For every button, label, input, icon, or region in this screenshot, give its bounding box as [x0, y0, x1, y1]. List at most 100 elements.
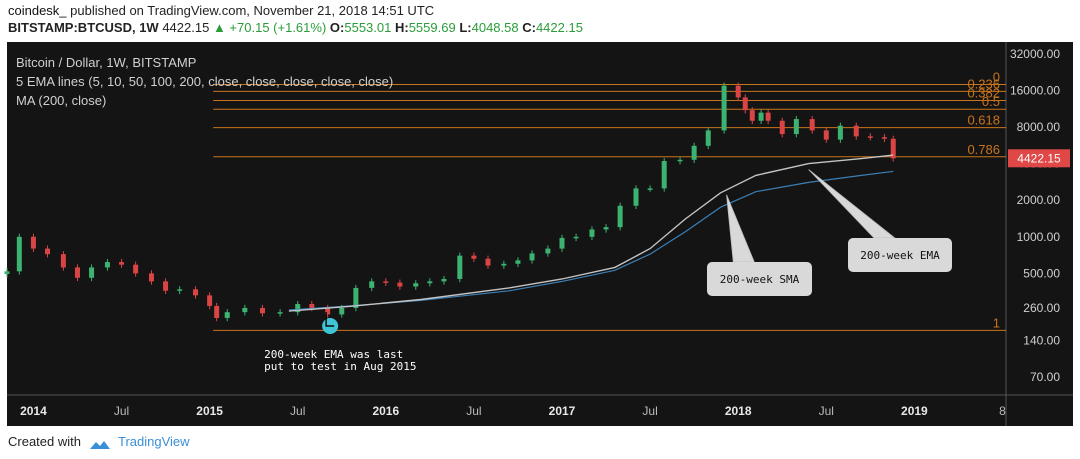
fib-label: 1: [993, 315, 1000, 330]
published-text: published on TradingView.com, November 2…: [70, 3, 435, 18]
legend-ma: MA (200, close): [16, 93, 106, 108]
x-tick-label: 2015: [196, 404, 223, 418]
last-price: 4422.15: [162, 20, 210, 35]
candle-body: [30, 236, 36, 249]
candle-body: [163, 281, 169, 291]
symbol-line: BITSTAMP:BTCUSD, 1W 4422.15 ▲ +70.15 (+1…: [8, 20, 583, 35]
x-tick-label: Jul: [819, 404, 834, 418]
fib-label: 0.618: [967, 113, 1000, 128]
candle-body: [779, 120, 785, 135]
legend-title: Bitcoin / Dollar, 1W, BITSTAMP: [16, 55, 196, 70]
candle-body: [133, 264, 139, 274]
candle-body: [589, 229, 595, 237]
candle-body: [809, 119, 815, 131]
candle-body: [457, 255, 463, 279]
candle-body: [515, 260, 521, 264]
tradingview-logo-icon: [89, 438, 111, 449]
close-label: C:: [522, 20, 536, 35]
candle-body: [89, 267, 95, 278]
price-tag-label: 4422.15: [1017, 151, 1061, 165]
candle-body: [661, 161, 667, 189]
annotation-ema-text: 200-week EMA: [860, 249, 940, 262]
y-tick-label: 16000.00: [1010, 83, 1060, 97]
candle-body: [104, 262, 110, 268]
candle-body: [177, 289, 183, 291]
candle-body: [721, 85, 727, 131]
footer: Created with TradingView: [8, 434, 190, 449]
candle-body: [603, 227, 609, 230]
y-tick-label: 32000.00: [1010, 47, 1060, 61]
candles: [4, 82, 896, 322]
ema-200-line: [288, 170, 894, 311]
candle-body: [501, 263, 507, 266]
author-link[interactable]: coindesk_: [8, 3, 67, 18]
candle-body: [353, 287, 359, 308]
tradingview-link[interactable]: TradingView: [118, 434, 190, 449]
hand-pointer-outline: [325, 312, 335, 327]
candle-body: [705, 130, 711, 146]
annotation-ema-test-line: 200-week EMA was last: [264, 348, 403, 361]
candle-body: [647, 188, 653, 190]
candle-body: [45, 248, 51, 255]
candle-body: [277, 312, 283, 314]
created-with-text: Created with: [8, 434, 81, 449]
price-tag: [1008, 149, 1070, 168]
candle-body: [207, 295, 213, 306]
header: coindesk_ published on TradingView.com, …: [0, 0, 1080, 40]
fib-label: 0.5: [982, 94, 1000, 109]
candle-body: [735, 85, 741, 98]
candle-body: [867, 136, 873, 138]
x-tick-label: 2018: [725, 404, 752, 418]
candle-body: [881, 137, 887, 139]
candle-body: [765, 112, 771, 121]
candle-body: [309, 304, 315, 308]
x-tick-label: 2016: [372, 404, 399, 418]
candle-body: [545, 248, 551, 254]
fib-label: 0: [993, 69, 1000, 84]
candle-body: [148, 273, 154, 282]
x-tick-label: Jul: [642, 404, 657, 418]
candle-body: [427, 281, 433, 284]
published-line: coindesk_ published on TradingView.com, …: [8, 3, 434, 18]
high-value: 5559.69: [408, 20, 456, 35]
candle-body: [633, 188, 639, 206]
candle-body: [749, 110, 755, 121]
candle-body: [214, 305, 220, 318]
y-tick-label: 1000.00: [1017, 230, 1061, 244]
sma-200-line: [288, 154, 894, 312]
candle-body: [383, 281, 389, 283]
y-tick-label: 2000.00: [1017, 193, 1061, 207]
candle-body: [529, 253, 535, 261]
candle-body: [823, 130, 829, 140]
candle-body: [691, 145, 697, 160]
candle-body: [193, 289, 199, 296]
candle-body: [793, 119, 799, 135]
candle-body: [617, 205, 623, 228]
candle-body: [325, 307, 331, 315]
candle-body: [259, 307, 265, 314]
x-tick-label: Jul: [114, 404, 129, 418]
fib-label: 0.236: [967, 76, 1000, 91]
candle-body: [119, 262, 125, 265]
x-tick-label: 2017: [549, 404, 576, 418]
moving-averages: [288, 154, 894, 312]
x-tick-label: Jul: [466, 404, 481, 418]
candle-body: [60, 254, 66, 268]
chart-legend: Bitcoin / Dollar, 1W, BITSTAMP 5 EMA lin…: [16, 55, 393, 108]
candle-body: [853, 125, 859, 137]
close-value: 4422.15: [535, 20, 583, 35]
fib-label: 0.382: [967, 86, 1000, 101]
candle-body: [413, 283, 419, 287]
candle-body: [74, 267, 80, 278]
open-value: 5553.01: [344, 20, 392, 35]
annotation-ema-box: [848, 238, 952, 272]
candle-body: [758, 112, 764, 121]
low-label: L:: [459, 20, 472, 35]
high-label: H:: [394, 20, 409, 35]
candle-body: [742, 97, 748, 111]
candle-body: [242, 307, 248, 313]
y-tick-label: 260.00: [1023, 301, 1060, 315]
